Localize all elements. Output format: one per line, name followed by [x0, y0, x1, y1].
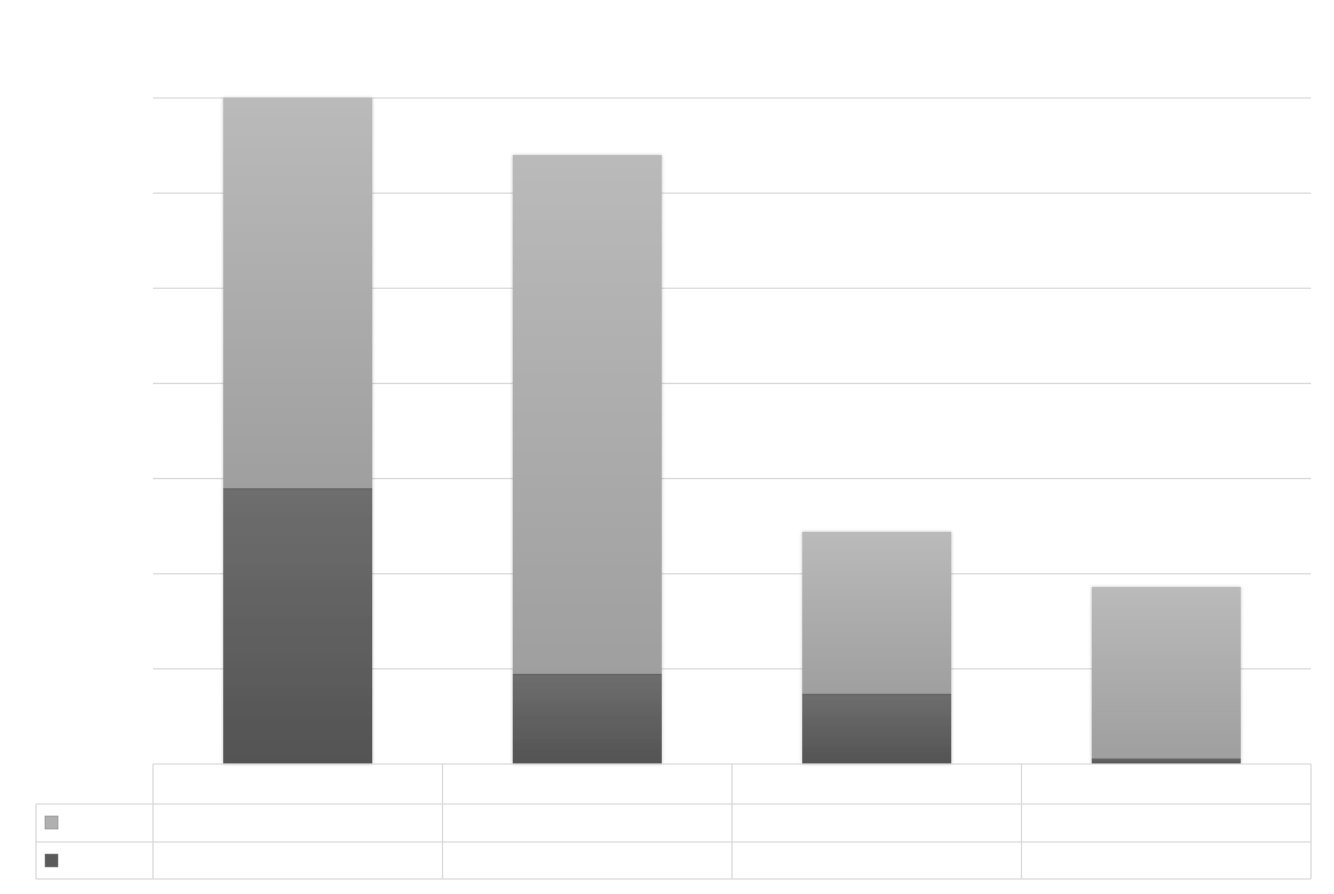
bar-segment-series-1-cat-2 [512, 673, 662, 764]
data-table [35, 763, 1312, 880]
legend-key-series-1 [44, 853, 59, 868]
bar-segment-series-2-cat-2 [512, 155, 662, 674]
bar-segment-series-1-cat-3 [802, 693, 952, 764]
bars [223, 98, 1241, 764]
legend-key-series-2 [44, 815, 59, 830]
bar-segment-series-1-cat-4 [1091, 758, 1241, 764]
bar-segment-series-2-cat-4 [1091, 587, 1241, 759]
bar-segment-series-2-cat-1 [223, 98, 373, 489]
bar-segment-series-2-cat-3 [802, 531, 952, 694]
bar-segment-series-1-cat-1 [223, 488, 373, 764]
